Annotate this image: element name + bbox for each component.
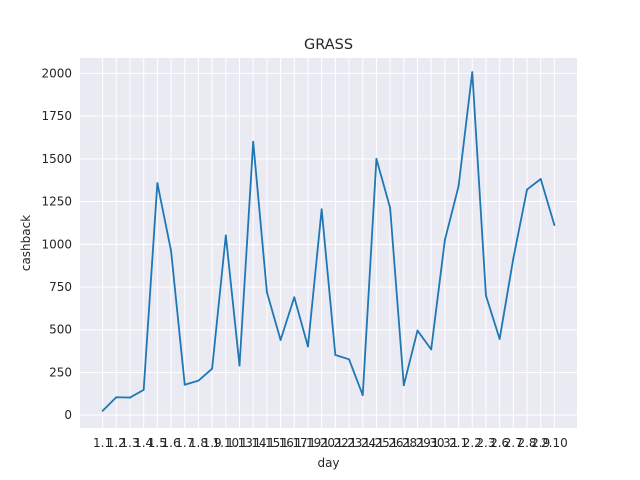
x-tick-label: 1.2 (107, 436, 126, 450)
x-tick-label: 1.14 (240, 436, 267, 450)
x-tick-label: 1.13 (226, 436, 253, 450)
x-tick-label: 1.1 (93, 436, 112, 450)
data-point (238, 364, 241, 367)
data-point (361, 394, 364, 397)
data-point (389, 206, 392, 209)
data-point (498, 338, 501, 340)
data-point (375, 157, 378, 160)
x-tick-label: 2.9 (531, 436, 550, 450)
x-tick-label: 1.17 (281, 436, 308, 450)
x-tick-label: 1.23 (336, 436, 363, 450)
y-tick-label: 1500 (41, 152, 72, 166)
plot-area (80, 58, 577, 428)
data-point (265, 291, 268, 294)
data-point (142, 388, 145, 391)
y-axis-label: cashback (19, 215, 33, 271)
series-line (101, 71, 556, 412)
x-tick-label: 2.10 (541, 436, 568, 450)
data-point (348, 358, 350, 361)
data-point (224, 234, 227, 237)
x-tick-label: 1.26 (377, 436, 404, 450)
x-tick-label: 1.19 (295, 436, 322, 450)
x-tick-label: 2.2 (463, 436, 482, 450)
x-tick-label: 2.7 (504, 436, 523, 450)
x-tick-label: 1.29 (404, 436, 431, 450)
data-point (471, 71, 474, 74)
y-axis-ticks: 0 250 500 750 1000 1250 1500 1750 2000 (41, 66, 72, 422)
data-point (402, 384, 405, 387)
x-tick-label: 1.3 (120, 436, 139, 450)
data-point (539, 178, 542, 180)
data-point (170, 249, 172, 252)
x-tick-label: 1.22 (322, 436, 349, 450)
y-tick-label: 2000 (41, 66, 72, 80)
x-tick-label: 1.9 (203, 436, 222, 450)
data-point (211, 367, 214, 370)
data-point (457, 185, 460, 188)
y-tick-label: 250 (49, 365, 72, 379)
x-tick-label: 1.24 (349, 436, 376, 450)
data-point (252, 140, 255, 143)
y-tick-label: 1000 (41, 237, 72, 251)
y-tick-label: 1250 (41, 195, 72, 209)
data-point (101, 410, 104, 412)
x-tick-label: 2.8 (517, 436, 536, 450)
data-point (430, 348, 433, 351)
data-point (156, 182, 159, 184)
x-tick-label: 1.6 (162, 436, 181, 450)
x-tick-label: 1.10 (212, 436, 239, 450)
x-tick-label: 1.5 (148, 436, 167, 450)
y-tick-label: 750 (49, 280, 72, 294)
x-axis-ticks: 1.11.21.31.41.51.61.71.81.91.101.131.141… (93, 436, 568, 450)
x-tick-label: 1.8 (189, 436, 208, 450)
x-tick-label: 1.25 (363, 436, 390, 450)
data-point (183, 383, 186, 386)
data-point (512, 257, 515, 260)
data-point (334, 354, 337, 356)
data-point (526, 188, 528, 191)
x-tick-label: 1.31 (432, 436, 459, 450)
x-tick-label: 1.16 (267, 436, 294, 450)
x-axis-label: day (317, 456, 339, 470)
x-tick-label: 1.7 (175, 436, 194, 450)
y-tick-label: 0 (64, 408, 72, 422)
data-point (416, 329, 419, 332)
data-point (485, 294, 487, 297)
data-point (115, 396, 118, 399)
series-lines (101, 71, 556, 412)
y-tick-label: 500 (49, 323, 72, 337)
x-tick-label: 1.4 (134, 436, 153, 450)
x-tick-label: 1.30 (418, 436, 445, 450)
y-tick-label: 1750 (41, 109, 72, 123)
data-point (197, 379, 200, 382)
data-point (553, 224, 556, 227)
x-tick-label: 1.15 (254, 436, 281, 450)
data-point (293, 296, 296, 299)
data-point (320, 208, 323, 211)
x-tick-label: 2.3 (476, 436, 495, 450)
chart-title: GRASS (304, 37, 353, 53)
x-tick-label: 2.1 (449, 436, 468, 450)
data-point (129, 396, 131, 399)
x-tick-label: 2.6 (490, 436, 509, 450)
x-tick-label: 1.20 (308, 436, 335, 450)
data-point (443, 239, 446, 241)
data-point (279, 339, 282, 341)
x-tick-label: 1.28 (390, 436, 417, 450)
data-point (307, 345, 309, 348)
